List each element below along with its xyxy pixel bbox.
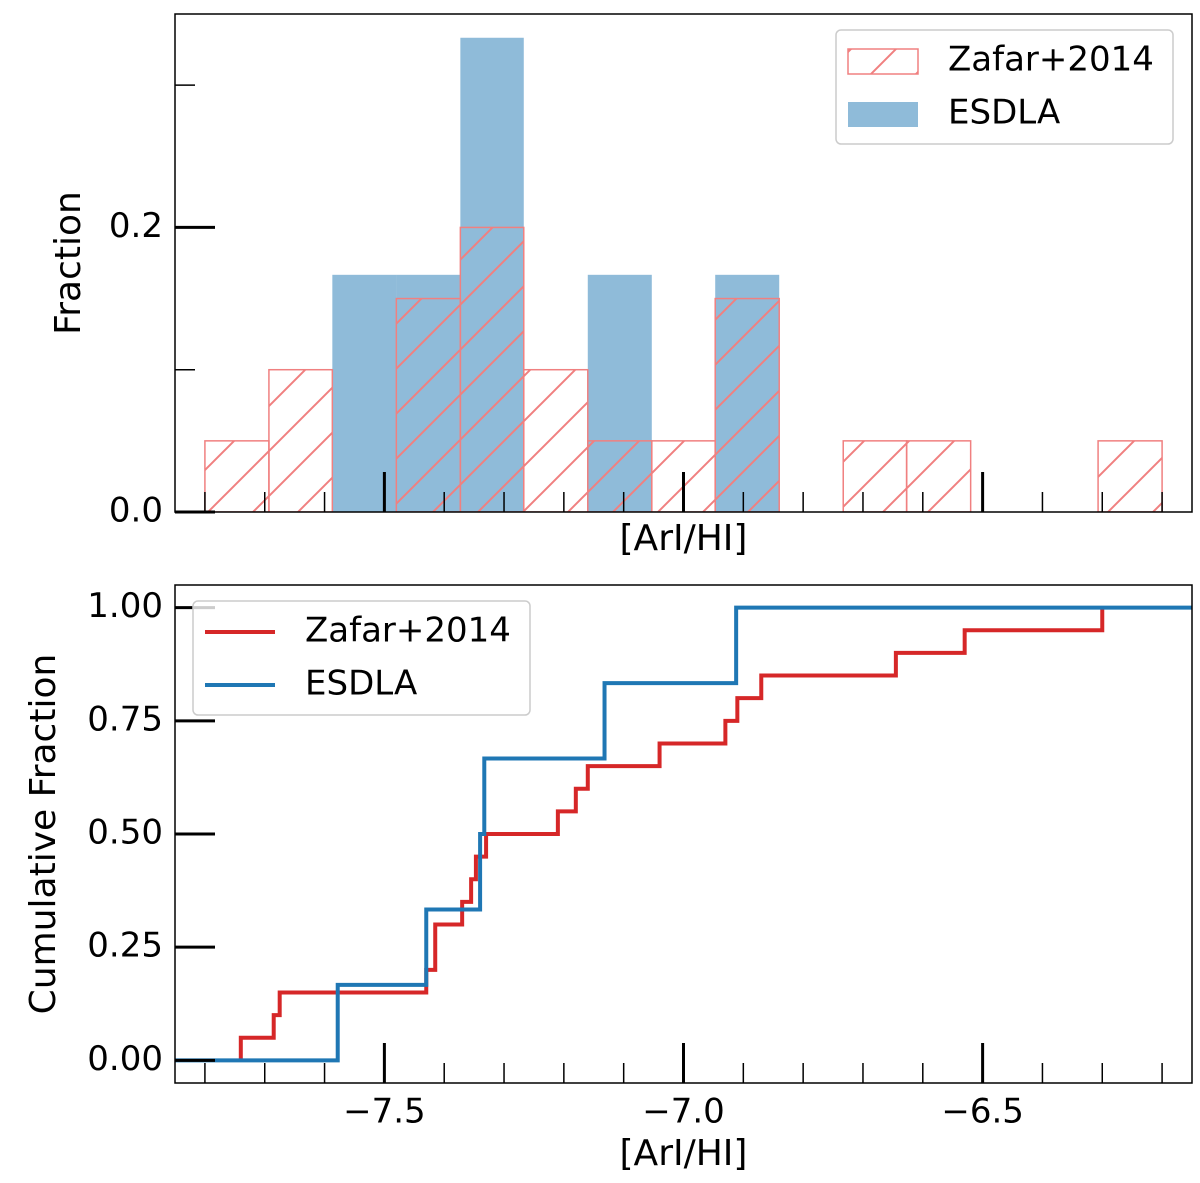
y-tick-label: 0.75 — [87, 699, 163, 739]
x-axis-label: [ArI/HI] — [620, 1133, 748, 1174]
legend-swatch — [848, 102, 918, 127]
legend-box — [192, 600, 531, 716]
legend-label: ESDLA — [948, 93, 1060, 133]
y-axis-label: Cumulative Fraction — [23, 654, 64, 1015]
y-tick-label: 1.00 — [87, 586, 163, 626]
y-axis-label: Fraction — [48, 191, 89, 335]
plot-area — [204, 37, 1163, 512]
y-tick-label: 0.2 — [109, 206, 163, 246]
legend-label: Zafar+2014 — [948, 40, 1154, 80]
legend-swatch — [847, 48, 919, 75]
hist-bar — [268, 368, 334, 512]
hist-bar — [459, 226, 525, 512]
hist-bar — [395, 297, 462, 512]
hist-bar — [523, 368, 589, 512]
hist-bar — [905, 440, 972, 512]
hist-bar — [842, 440, 908, 512]
y-tick-label: 0.25 — [87, 926, 163, 966]
legend-label: ESDLA — [305, 664, 417, 704]
plot-area — [175, 605, 1192, 1063]
hist-bar — [332, 274, 397, 512]
y-tick-label: 0.0 — [109, 491, 163, 531]
x-tick-label: −6.5 — [941, 1092, 1024, 1132]
x-tick-label: −7.0 — [642, 1092, 725, 1132]
hist-bar — [1097, 440, 1163, 512]
x-tick-label: −7.5 — [343, 1092, 426, 1132]
hist-bar — [204, 440, 270, 512]
hist-bar — [714, 297, 780, 512]
hist-bar — [587, 440, 653, 512]
x-axis-label: [ArI/HI] — [620, 518, 748, 559]
step-line — [175, 605, 1192, 1063]
legend-box — [835, 29, 1174, 145]
y-tick-label: 0.50 — [87, 813, 163, 853]
y-tick-label: 0.00 — [87, 1039, 163, 1079]
legend-label: Zafar+2014 — [305, 611, 511, 651]
